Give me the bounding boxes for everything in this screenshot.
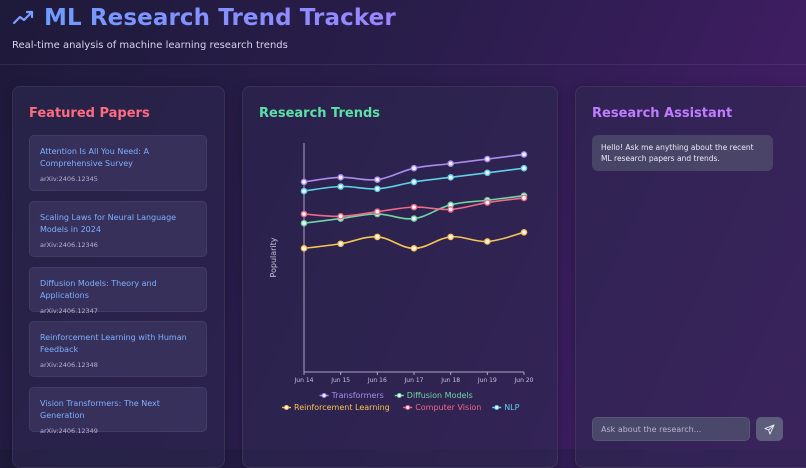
page-title: ML Research Trend Tracker [44,5,396,31]
page-subtitle: Real-time analysis of machine learning r… [12,40,288,51]
legend-marker-computer-vision [405,405,411,410]
legend-label-transformers: Transformers [331,391,384,400]
featured-papers-title: Featured Papers [29,106,150,121]
paper-title[interactable]: Reinforcement Learning with Human Feedba… [40,333,187,354]
data-point-transformers [520,151,528,158]
title-row: ML Research Trend Tracker [12,5,396,31]
legend-label-reinforcement-learning: Reinforcement Learning [294,403,390,412]
data-point-reinforcement-learning [520,229,528,236]
paper-id: arXiv:2406.12348 [40,361,98,369]
paper-title[interactable]: Attention Is All You Need: A Comprehensi… [40,147,149,168]
data-point-nlp [447,174,454,181]
research-trends-title: Research Trends [259,106,381,121]
paper-card[interactable]: Scaling Laws for Neural Language Models … [29,201,207,257]
trend-chart: Jun 14 Jun 15 Jun 16 Jun 17 Jun 18 Jun 19 Jun … [269,143,534,412]
send-button[interactable] [756,417,783,441]
x-tick-label: Jun 20 [514,377,534,384]
data-point-transformers [300,178,308,186]
legend-label-computer-vision: Computer Vision [415,403,481,412]
data-point-computer-vision [337,212,344,220]
data-point-reinforcement-learning [374,233,381,241]
data-point-transformers [447,160,454,167]
send-icon [764,423,775,435]
data-point-computer-vision [374,208,381,215]
paper-card[interactable]: Attention Is All You Need: A Comprehensi… [29,135,207,191]
data-point-transformers [337,174,344,181]
data-point-computer-vision [300,210,308,218]
paper-card[interactable]: Diffusion Models: Theory and Application… [29,267,207,315]
x-tick-label: Jun 19 [477,377,497,384]
paper-card[interactable]: Vision Transformers: The Next Generation… [29,387,207,435]
x-tick-label: Jun 16 [367,377,387,384]
app-header: ML Research Trend Tracker Real-time anal… [0,0,806,65]
legend-label-diffusion-models: Diffusion Models [407,391,473,400]
paper-id: arXiv:2406.12349 [40,427,98,435]
data-point-nlp [520,164,528,172]
data-point-nlp [337,183,344,190]
data-point-nlp [484,169,491,177]
x-tick-label: Jun 14 [294,377,314,384]
y-axis-label: Popularity [269,237,278,277]
paper-title[interactable]: Vision Transformers: The Next Generation [40,399,160,420]
data-point-diffusion-models [410,215,418,222]
legend-marker-diffusion-models [396,393,402,398]
legend-marker-nlp [494,405,500,410]
paper-title[interactable]: Diffusion Models: Theory and Application… [40,279,157,300]
x-tick-label: Jun 17 [404,377,424,384]
legend-marker-reinforcement-learning [284,405,289,410]
data-point-nlp [300,187,308,195]
trending-up-icon [12,10,34,25]
data-point-transformers [410,164,418,172]
data-point-nlp [374,185,381,193]
assistant-message: Hello! Ask me anything about the recent … [592,135,773,171]
data-point-computer-vision [410,203,418,211]
data-point-reinforcement-learning [484,238,491,245]
x-tick-label: Jun 15 [330,377,350,384]
data-point-transformers [374,176,381,183]
research-trends-panel: Research Trends Jun 14 Jun 15 Jun 16 Jun 17… [242,86,558,468]
featured-papers-panel: Featured Papers Attention Is All You Nee… [12,86,225,468]
chat-input[interactable] [592,417,750,441]
x-tick-label: Jun 18 [440,377,460,384]
paper-id: arXiv:2406.12345 [40,175,98,183]
data-point-reinforcement-learning [337,240,344,248]
data-point-computer-vision [447,206,454,213]
data-point-computer-vision [520,194,528,202]
data-point-nlp [410,178,418,186]
data-point-transformers [484,155,491,163]
legend-label-nlp: NLP [504,403,519,412]
data-point-reinforcement-learning [447,233,454,241]
data-point-computer-vision [484,199,491,206]
paper-id: arXiv:2406.12347 [40,307,98,315]
data-point-diffusion-models [300,219,308,227]
paper-id: arXiv:2406.12346 [40,241,98,249]
data-point-reinforcement-learning [410,245,418,252]
legend-marker-transformers [321,393,327,398]
paper-title[interactable]: Scaling Laws for Neural Language Models … [40,213,177,234]
research-assistant-panel: Research Assistant Hello! Ask me anythin… [575,86,806,468]
paper-card[interactable]: Reinforcement Learning with Human Feedba… [29,321,207,377]
data-point-reinforcement-learning [300,245,308,252]
research-assistant-title: Research Assistant [592,106,733,121]
